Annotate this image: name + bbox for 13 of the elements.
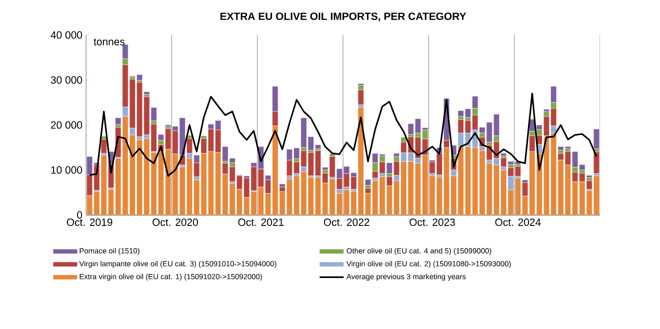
x-tick-label: Oct. 2023	[410, 218, 455, 226]
x-tick-label: Oct. 2019	[66, 218, 112, 226]
x-tick-label: Oct. 2024	[495, 218, 541, 226]
y-tick-label: 10 000	[51, 166, 82, 174]
y-tick-label: 0	[77, 211, 82, 219]
y-axis-title: tonnes	[94, 38, 125, 46]
y-tick-label: 30 000	[50, 76, 82, 84]
y-tick-label: 20 000	[51, 121, 82, 129]
chart-title: EXTRA EU OLIVE OIL IMPORTS, PER CATEGORY	[220, 12, 466, 22]
x-tick-label: Oct. 2021	[238, 218, 284, 226]
x-tick-label: Oct. 2020	[152, 218, 198, 226]
y-tick-label: 40 000	[50, 31, 82, 39]
x-tick-label: Oct. 2022	[324, 218, 370, 226]
